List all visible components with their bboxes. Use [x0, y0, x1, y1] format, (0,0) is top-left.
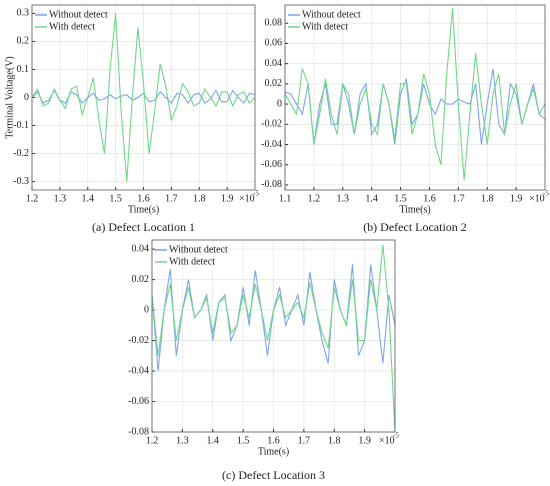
x-tick-label: 1.2 — [146, 435, 159, 446]
y-tick-label: 0 — [24, 92, 29, 103]
y-tick-label: -0.04 — [128, 365, 149, 376]
x-axis-label: Time(s) — [128, 204, 159, 215]
x-tick-label: 1.6 — [267, 435, 280, 446]
caption: (b) Defect Location 2 — [363, 220, 467, 234]
y-tick-label: 0.02 — [265, 78, 283, 89]
plot-frame — [284, 4, 546, 191]
y-tick-label: -0.08 — [261, 179, 282, 190]
x-tick-label: 1.5 — [237, 435, 250, 446]
y-tick-label: 0.3 — [17, 8, 30, 19]
x-scale-base: ×10 — [529, 193, 545, 204]
y-tick-label: 0 — [144, 304, 149, 315]
series-line — [32, 13, 255, 182]
y-tick-label: 0.08 — [265, 17, 283, 28]
series-line — [152, 244, 395, 432]
y-tick-label: 0.1 — [17, 64, 30, 75]
x-tick-label: 1.2 — [308, 193, 321, 204]
x-tick-label: 1.3 — [337, 193, 350, 204]
x-tick-label: 1.7 — [165, 193, 178, 204]
x-tick-label: 1.6 — [423, 193, 436, 204]
x-scale-exponent: -5 — [543, 190, 549, 198]
y-tick-label: 0.04 — [265, 58, 283, 69]
x-tick-label: 1.3 — [176, 435, 189, 446]
x-tick-label: 1.8 — [193, 193, 206, 204]
x-tick-label: 1.8 — [481, 193, 494, 204]
y-tick-label: -0.02 — [261, 119, 282, 130]
x-axis-label: Time(s) — [399, 204, 430, 215]
caption: (c) Defect Location 3 — [222, 468, 325, 482]
x-tick-label: 1.7 — [298, 435, 311, 446]
plot-lines — [152, 244, 395, 432]
x-tick-label: 1.9 — [358, 435, 371, 446]
legend-label: With detect — [49, 21, 95, 32]
y-tick-label: -0.2 — [13, 148, 29, 159]
x-tick-label: 1.2 — [26, 193, 39, 204]
x-scale-base: ×10 — [379, 435, 395, 446]
y-tick-label: 0.02 — [132, 274, 150, 285]
legend-label: Without detect — [49, 9, 108, 20]
legend-label: With detect — [302, 21, 348, 32]
legend-label: Without detect — [169, 244, 228, 255]
x-tick-label: 1.1 — [279, 193, 292, 204]
caption: (a) Defect Location 1 — [92, 220, 195, 234]
x-axis-label: Time(s) — [258, 446, 289, 457]
x-scale-exponent: -5 — [253, 190, 259, 198]
y-tick-label: 0 — [277, 98, 282, 109]
legend-label: With detect — [169, 256, 215, 267]
x-tick-label: 1.5 — [109, 193, 122, 204]
plot-frame — [31, 4, 256, 191]
x-tick-label: 1.8 — [328, 435, 341, 446]
y-axis-label: Terminal Voltage(V) — [4, 56, 15, 139]
y-tick-label: 0.04 — [132, 243, 150, 254]
y-tick-label: -0.3 — [13, 176, 29, 187]
y-tick-label: 0.2 — [17, 36, 30, 47]
series-line — [285, 68, 545, 145]
y-tick-label: 0.06 — [265, 38, 283, 49]
y-tick-label: -0.02 — [128, 335, 149, 346]
x-tick-label: 1.9 — [510, 193, 523, 204]
legend-label: Without detect — [302, 9, 361, 20]
y-tick-label: -0.1 — [13, 120, 29, 131]
x-tick-label: 1.6 — [137, 193, 150, 204]
y-tick-label: -0.06 — [128, 396, 149, 407]
y-tick-label: -0.06 — [261, 159, 282, 170]
x-tick-label: 1.3 — [54, 193, 67, 204]
x-tick-label: 1.7 — [452, 193, 465, 204]
x-tick-label: 1.9 — [221, 193, 234, 204]
plot-lines — [285, 7, 545, 180]
plot-frame — [151, 239, 396, 433]
x-tick-label: 1.5 — [394, 193, 407, 204]
x-tick-label: 1.4 — [82, 193, 95, 204]
x-scale-exponent: -5 — [393, 432, 399, 440]
x-tick-label: 1.4 — [365, 193, 378, 204]
series-line — [285, 7, 545, 180]
y-tick-label: -0.08 — [128, 426, 149, 437]
x-scale-base: ×10 — [239, 193, 255, 204]
y-tick-label: -0.04 — [261, 139, 282, 150]
x-tick-label: 1.4 — [207, 435, 220, 446]
plot-lines — [32, 13, 255, 182]
